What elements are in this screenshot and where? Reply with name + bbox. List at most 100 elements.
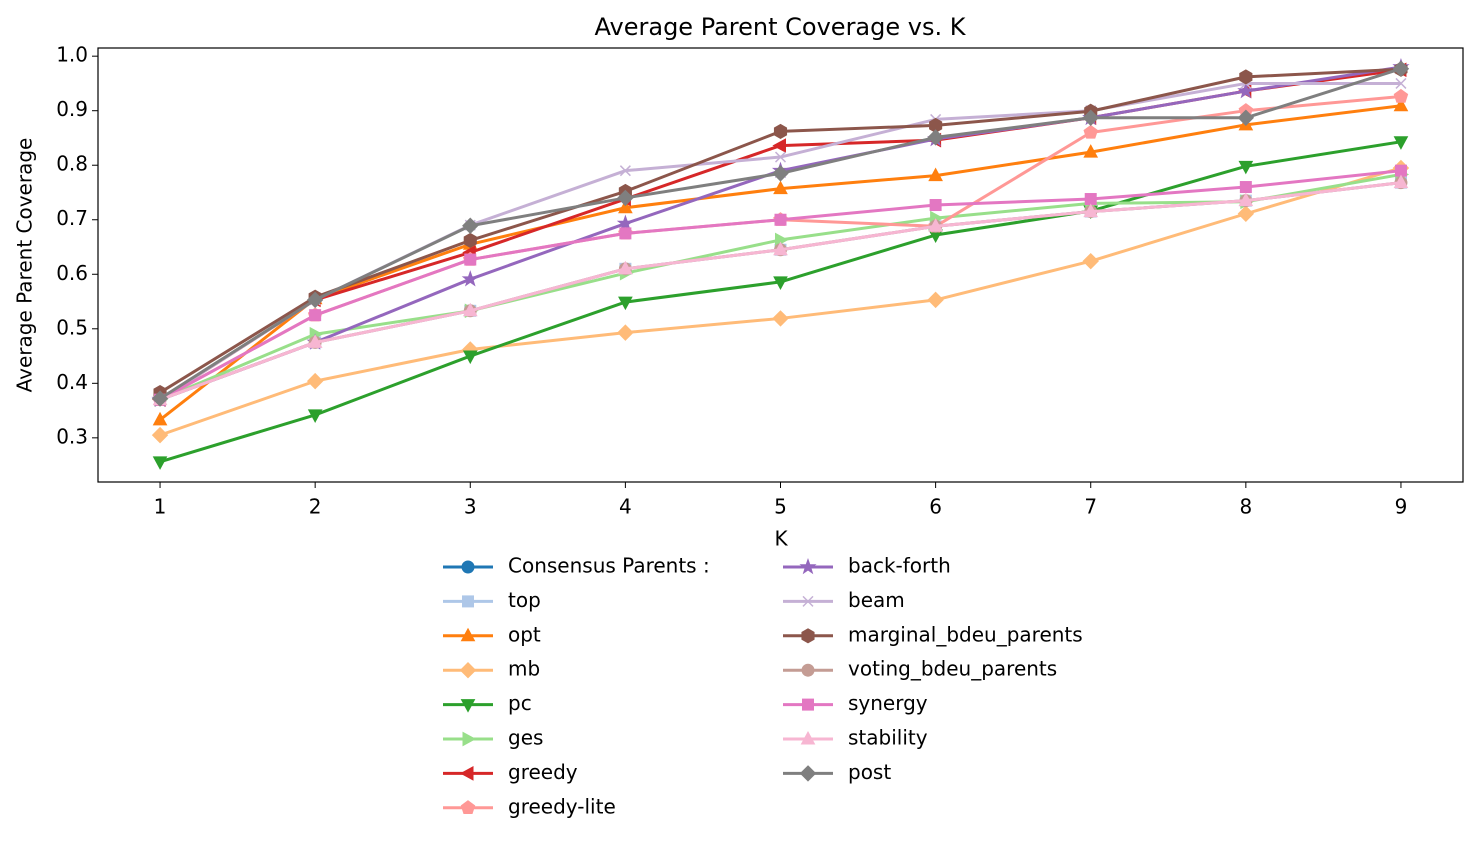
legend-label: top (508, 588, 541, 612)
point-marker (1239, 69, 1253, 85)
point-marker (1237, 205, 1255, 222)
legend-label: marginal_bdeu_parents (848, 622, 1083, 646)
point-marker (1082, 109, 1099, 126)
point-marker (461, 270, 479, 287)
x-tick-label: 4 (619, 495, 632, 519)
point-marker (619, 165, 631, 177)
point-marker (927, 129, 944, 146)
point-marker (1239, 181, 1252, 194)
y-axis-label: Average Parent Coverage (13, 138, 37, 393)
legend-marker (802, 698, 814, 711)
legend-marker (460, 699, 476, 713)
y-tick-label: 0.9 (56, 97, 88, 121)
point-marker (1082, 252, 1099, 270)
point-marker (772, 165, 789, 182)
point-marker (1238, 160, 1254, 175)
point-marker (773, 123, 788, 139)
legend-marker (461, 560, 475, 574)
series-line (159, 166, 1402, 437)
point-marker (151, 426, 169, 444)
point-marker (928, 167, 943, 182)
point-marker (1395, 77, 1407, 89)
point-marker (307, 334, 323, 348)
point-marker (616, 214, 634, 231)
legend-marker (459, 661, 477, 679)
point-marker (1393, 136, 1409, 150)
x-tick-label: 9 (1395, 495, 1408, 519)
point-marker (462, 302, 478, 317)
point-marker (306, 291, 324, 309)
point-marker (617, 324, 634, 341)
point-marker (773, 241, 788, 256)
y-tick-label: 0.8 (56, 152, 88, 176)
x-axis-label: K (774, 527, 788, 551)
point-marker (618, 260, 633, 275)
legend-label: synergy (848, 691, 928, 715)
y-tick-label: 0.7 (56, 206, 88, 230)
point-marker (463, 232, 477, 249)
legend-marker (460, 627, 476, 642)
legend-marker (462, 731, 477, 747)
legend-marker (802, 595, 814, 607)
y-tick-label: 1.0 (56, 43, 88, 67)
legend-label: voting_bdeu_parents (848, 657, 1057, 681)
point-marker (619, 227, 632, 240)
legend-label: post (848, 760, 891, 784)
legend-label: greedy-lite (508, 794, 616, 818)
point-marker (1237, 82, 1255, 99)
point-marker (773, 276, 788, 290)
point-marker (1083, 124, 1098, 139)
legend-marker (801, 663, 815, 677)
x-tick-label: 2 (309, 495, 322, 519)
legend-label: beam (848, 588, 905, 612)
x-tick-label: 6 (929, 495, 942, 519)
legend-marker (462, 595, 474, 608)
legend-marker (460, 800, 476, 814)
y-tick-label: 0.3 (56, 424, 88, 448)
point-marker (772, 310, 789, 327)
x-tick-label: 5 (774, 495, 787, 519)
point-marker (152, 411, 168, 426)
point-marker (1084, 193, 1097, 206)
point-marker (307, 409, 323, 423)
point-marker (152, 456, 168, 470)
point-marker (929, 199, 942, 212)
legend-marker (459, 766, 474, 781)
point-marker (775, 232, 789, 248)
point-marker (1393, 88, 1409, 103)
point-marker (927, 291, 944, 309)
point-marker (462, 350, 478, 365)
point-marker (1392, 60, 1410, 77)
point-marker (309, 309, 322, 322)
point-marker (1393, 174, 1409, 189)
legend-label: mb (508, 657, 540, 681)
x-tick-label: 8 (1239, 495, 1252, 519)
point-marker (774, 151, 787, 163)
series-line (159, 104, 1402, 422)
x-tick-label: 1 (154, 495, 167, 519)
x-tick-label: 7 (1084, 495, 1097, 519)
legend-label: Consensus Parents : (508, 554, 710, 578)
legend-label: opt (508, 622, 541, 646)
series-line (159, 67, 1402, 400)
legend-label: back-forth (848, 554, 951, 578)
legend-marker (799, 765, 817, 782)
x-tick-label: 3 (464, 495, 477, 519)
legend-label: pc (508, 691, 532, 715)
point-marker (1083, 203, 1099, 218)
point-marker (928, 218, 943, 232)
point-marker (151, 390, 169, 407)
legend-label: greedy (508, 760, 578, 784)
point-marker (306, 372, 324, 390)
y-tick-label: 0.5 (56, 315, 88, 339)
plot-frame (97, 47, 1464, 483)
point-marker (1238, 192, 1254, 207)
point-marker (618, 296, 633, 311)
point-marker (772, 138, 786, 153)
point-marker (618, 199, 633, 214)
y-tick-label: 0.4 (56, 370, 88, 394)
y-tick-label: 0.6 (56, 261, 88, 285)
legend-label: ges (508, 726, 543, 750)
point-marker (1393, 97, 1409, 112)
